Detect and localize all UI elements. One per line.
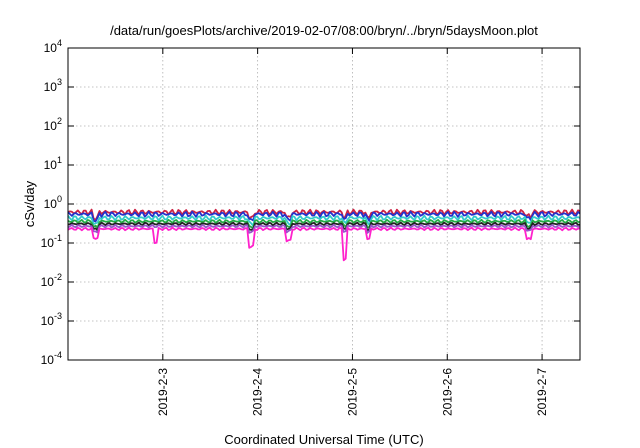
y-tick-label: 10-4 (41, 350, 62, 367)
series-line-4 (67, 218, 580, 230)
x-axis-tick-labels: 2019-2-3 2019-2-4 2019-2-5 2019-2-6 2019-2-7 (156, 368, 549, 416)
series-line-1 (67, 208, 581, 221)
x-axis-label: Coordinated Universal Time (UTC) (224, 432, 423, 447)
x-tick-label: 2019-2-6 (440, 368, 454, 416)
y-tick-label: 10-1 (41, 233, 62, 250)
series-line-5 (67, 221, 581, 232)
y-tick-label: 10-3 (41, 311, 62, 328)
y-tick-label: 104 (44, 38, 62, 55)
y-tick-label: 101 (44, 155, 62, 172)
series-line-7 (67, 226, 581, 262)
y-tick-label: 10-2 (41, 272, 62, 289)
y-tick-label: 103 (44, 77, 62, 94)
y-axis-label: cSv/day (22, 180, 37, 227)
y-tick-label: 100 (44, 194, 62, 211)
x-tick-label: 2019-2-3 (156, 368, 170, 416)
chart-title: /data/run/goesPlots/archive/2019-02-07/0… (110, 23, 538, 38)
y-tick-label: 102 (44, 116, 62, 133)
x-tick-label: 2019-2-7 (535, 368, 549, 416)
x-tick-label: 2019-2-5 (345, 368, 359, 416)
x-tick-label: 2019-2-4 (251, 368, 265, 416)
series-group (67, 208, 581, 262)
series-line-2 (67, 210, 581, 223)
axis-ticks (68, 47, 580, 361)
series-line-6 (67, 223, 581, 234)
grid-lines (68, 48, 580, 360)
series-line-3 (67, 214, 581, 227)
y-axis-tick-labels: 104 103 102 101 100 10-1 10-2 10-3 10-4 (41, 38, 62, 367)
